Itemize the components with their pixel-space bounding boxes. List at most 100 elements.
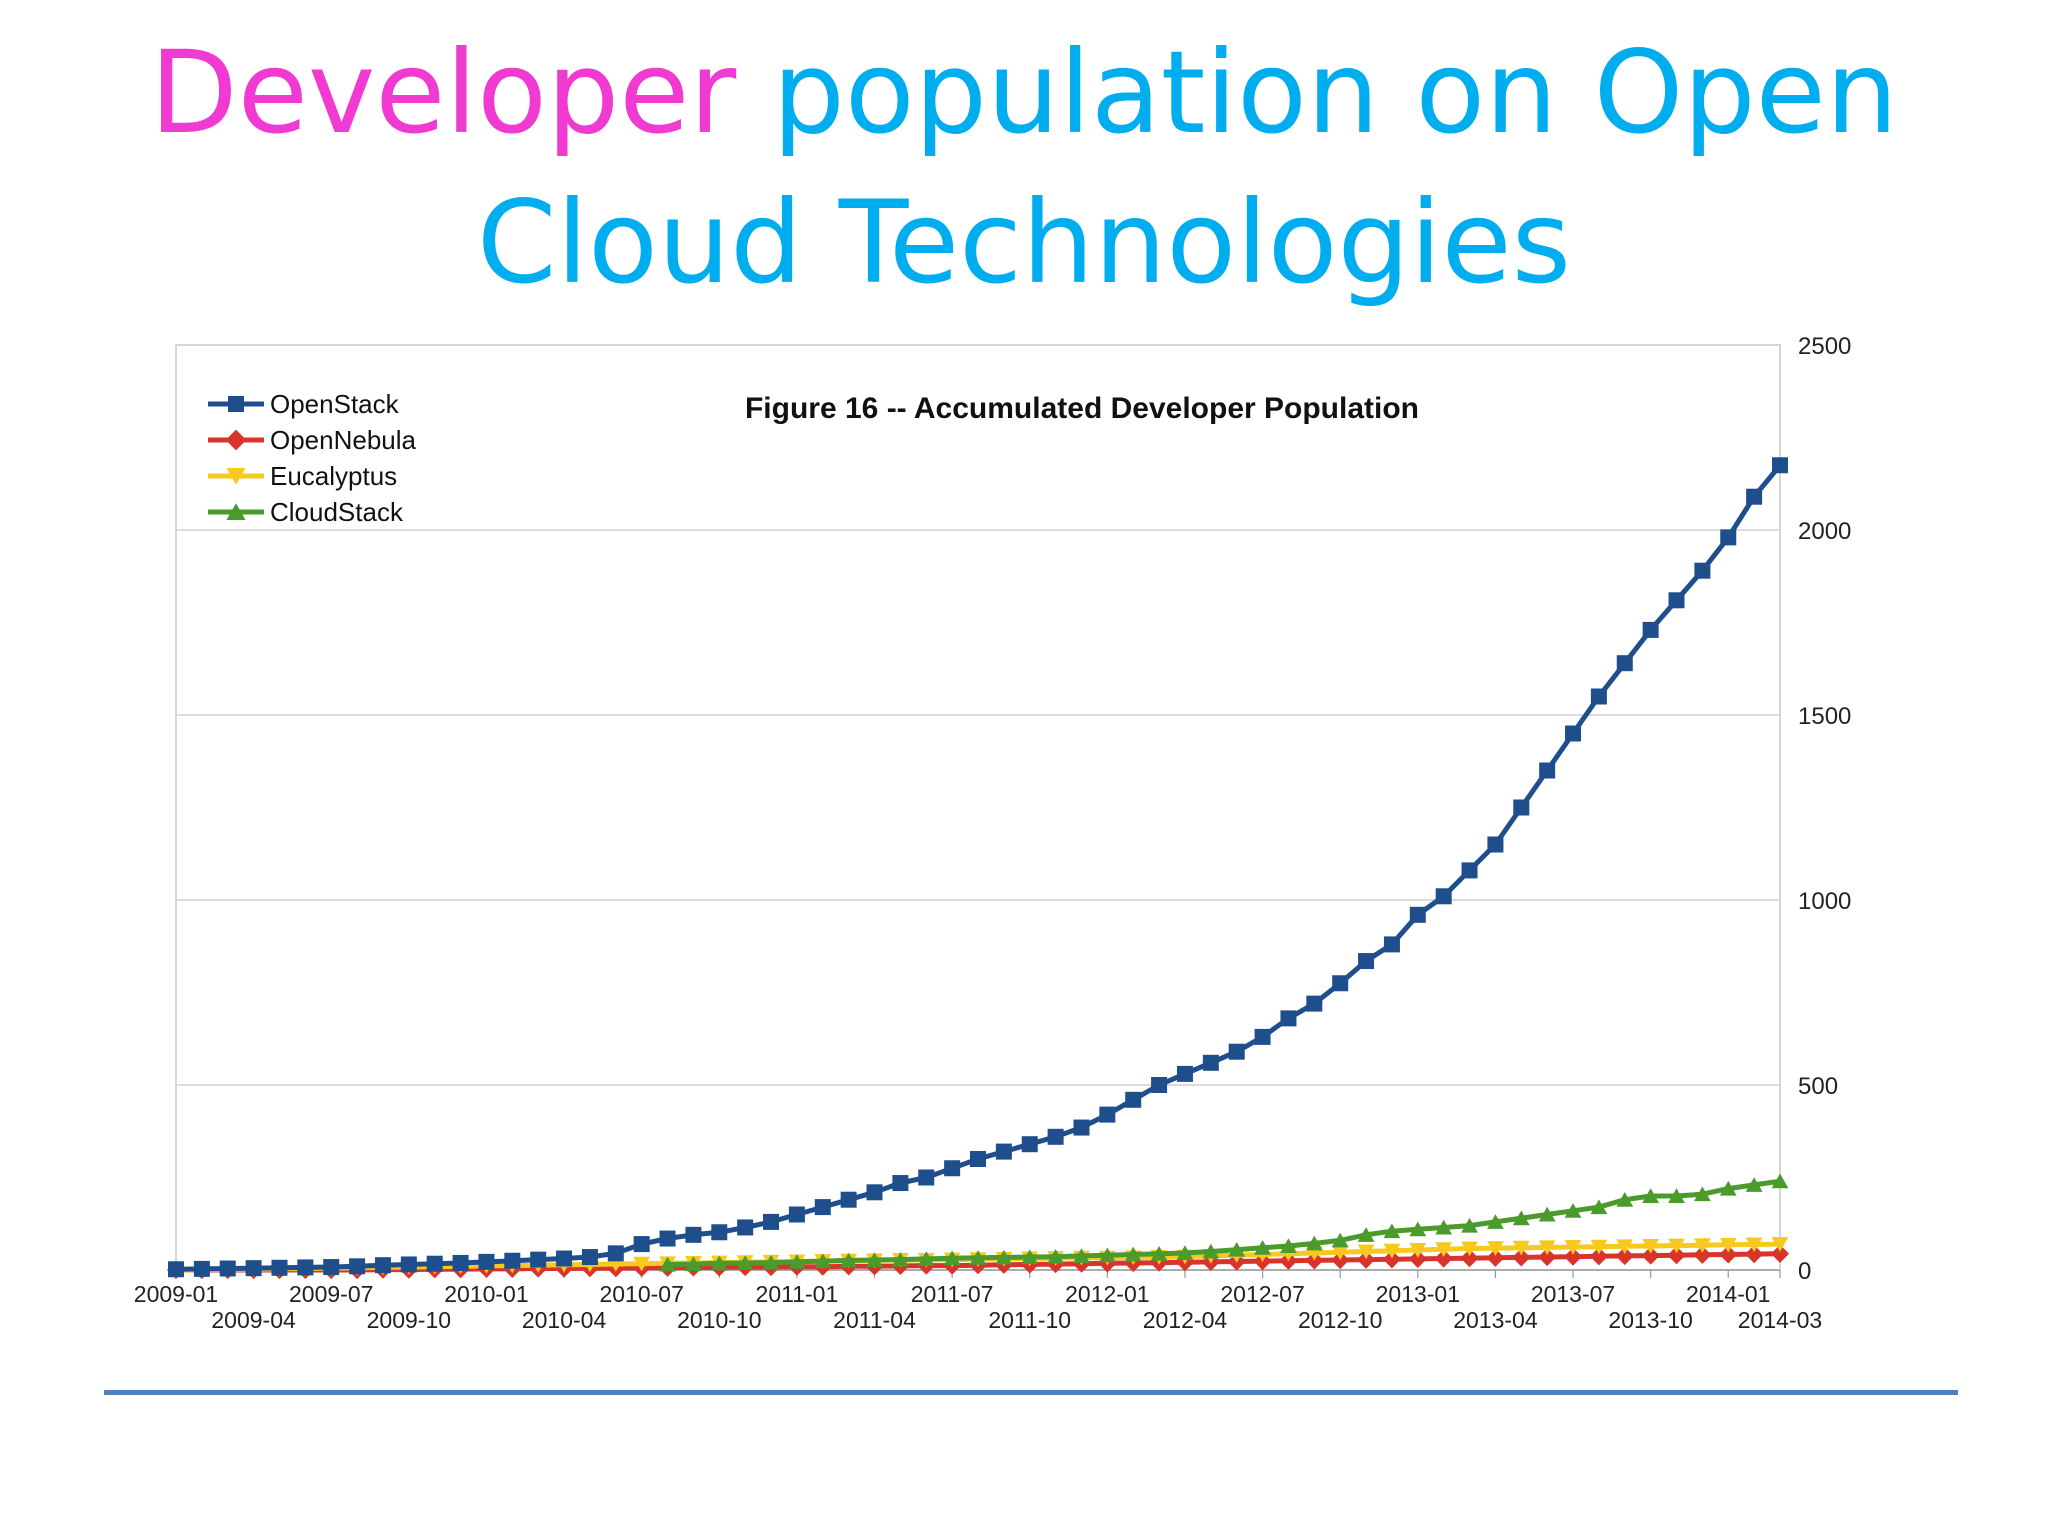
data-point-opennebula (1382, 1250, 1402, 1269)
data-point-openstack (970, 1151, 986, 1167)
data-point-opennebula (1512, 1248, 1531, 1267)
x-tick-label: 2009-01 (134, 1281, 218, 1307)
data-point-openstack (1461, 862, 1478, 879)
series-layer (166, 457, 1790, 1280)
x-tick-label: 2014-03 (1738, 1307, 1822, 1333)
x-tick-label: 2010-10 (677, 1307, 761, 1333)
data-point-opennebula (1563, 1247, 1583, 1266)
data-point-openstack (763, 1213, 780, 1230)
data-point-opennebula (1745, 1244, 1764, 1264)
x-tick-label: 2009-10 (367, 1307, 451, 1333)
data-point-openstack (1358, 953, 1375, 970)
plot-area (175, 344, 1781, 1271)
data-point-cloudstack (1305, 1235, 1323, 1251)
data-point-openstack (1099, 1106, 1116, 1123)
data-point-opennebula (1460, 1249, 1479, 1268)
x-tick-label: 2011-04 (833, 1307, 916, 1333)
data-point-openstack (711, 1224, 728, 1241)
data-point-cloudstack (969, 1250, 987, 1265)
slide-title-highlight: Developer (149, 26, 737, 159)
data-point-eucalyptus (1668, 1238, 1685, 1254)
data-point-cloudstack (1098, 1247, 1116, 1263)
chart-legend: OpenStack OpenNebula Eucalyptus CloudStack (208, 389, 417, 527)
data-point-cloudstack (917, 1251, 935, 1266)
data-point-openstack (1513, 799, 1530, 816)
data-point-cloudstack (1254, 1240, 1271, 1255)
data-point-openstack (349, 1258, 366, 1275)
data-point-openstack (400, 1256, 417, 1273)
data-point-openstack (737, 1219, 754, 1236)
data-point-cloudstack (659, 1256, 676, 1272)
data-point-cloudstack (1383, 1223, 1401, 1239)
data-point-openstack (323, 1259, 340, 1276)
data-point-opennebula (1693, 1245, 1712, 1264)
data-point-cloudstack (1331, 1232, 1349, 1248)
data-point-openstack (1383, 936, 1400, 953)
slide-title-rest: population on Open (736, 26, 1899, 159)
data-point-openstack (1280, 1010, 1297, 1027)
data-point-cloudstack (1719, 1180, 1737, 1196)
data-point-cloudstack (1073, 1248, 1090, 1263)
data-point-openstack (788, 1206, 805, 1223)
data-point-openstack (1021, 1136, 1038, 1153)
data-point-openstack (1694, 562, 1711, 579)
data-point-cloudstack (1176, 1245, 1194, 1260)
data-point-openstack (1176, 1065, 1193, 1082)
data-point-cloudstack (1564, 1203, 1582, 1218)
data-point-openstack (1151, 1077, 1168, 1093)
data-point-cloudstack (788, 1254, 806, 1269)
data-point-cloudstack (891, 1251, 909, 1267)
data-point-eucalyptus (1590, 1239, 1608, 1255)
data-point-eucalyptus (1331, 1245, 1349, 1260)
data-point-eucalyptus (1435, 1242, 1453, 1257)
data-point-openstack (1047, 1128, 1064, 1145)
legend-swatch-marker (228, 396, 244, 412)
data-point-openstack (1668, 592, 1685, 609)
series-cloudstack (659, 1173, 1789, 1272)
data-point-cloudstack (1047, 1248, 1065, 1264)
data-point-openstack (1720, 529, 1737, 546)
data-point-openstack (1306, 995, 1323, 1012)
data-point-eucalyptus (1538, 1240, 1556, 1256)
legend-item-opennebula: OpenNebula (208, 425, 417, 455)
data-point-openstack (1565, 725, 1582, 742)
data-point-openstack (607, 1245, 624, 1262)
data-point-openstack (814, 1199, 831, 1216)
data-point-openstack (478, 1253, 495, 1270)
data-point-openstack (633, 1236, 650, 1253)
data-point-cloudstack (1590, 1199, 1608, 1215)
data-point-cloudstack (685, 1256, 702, 1272)
data-point-opennebula (1356, 1250, 1376, 1269)
data-point-openstack (1616, 655, 1633, 672)
data-point-cloudstack (1357, 1227, 1375, 1242)
data-point-openstack (892, 1175, 909, 1192)
grid-layer (175, 344, 1781, 1271)
legend-label: OpenStack (270, 389, 400, 419)
x-tick-label: 2013-01 (1376, 1281, 1460, 1307)
x-tick-label: 2011-01 (756, 1281, 839, 1307)
data-point-eucalyptus (1616, 1239, 1634, 1255)
data-point-openstack (1228, 1043, 1245, 1060)
data-point-openstack (1746, 488, 1763, 505)
data-point-cloudstack (1745, 1177, 1763, 1192)
legend-swatch-marker (226, 503, 246, 520)
data-point-openstack (995, 1143, 1012, 1160)
data-point-opennebula (1641, 1246, 1660, 1265)
y-tick-label: 1500 (1798, 703, 1851, 730)
data-point-cloudstack (1124, 1246, 1142, 1262)
data-point-openstack (866, 1184, 883, 1201)
data-point-opennebula (1770, 1244, 1790, 1263)
data-point-eucalyptus (1383, 1243, 1401, 1259)
data-point-openstack (1642, 621, 1659, 638)
x-tick-label: 2010-04 (522, 1307, 607, 1333)
x-tick-label: 2012-04 (1143, 1307, 1228, 1333)
data-point-openstack (1539, 762, 1556, 779)
y-tick-label: 500 (1798, 1073, 1838, 1100)
data-point-openstack (504, 1252, 521, 1269)
data-point-opennebula (1667, 1246, 1686, 1265)
data-point-openstack (840, 1191, 857, 1208)
x-tick-label: 2012-07 (1220, 1281, 1304, 1307)
data-point-openstack (685, 1226, 702, 1243)
data-point-cloudstack (1435, 1219, 1453, 1235)
data-point-eucalyptus (1564, 1240, 1582, 1255)
